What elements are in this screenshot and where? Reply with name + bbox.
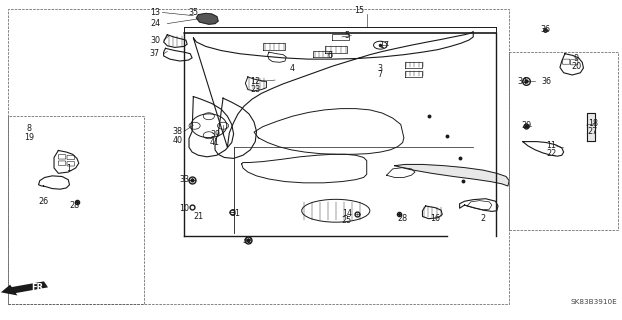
Text: 4: 4 xyxy=(290,63,295,73)
Text: 36: 36 xyxy=(541,77,551,86)
Text: 21: 21 xyxy=(193,212,203,221)
Text: 38: 38 xyxy=(173,127,183,136)
Text: 32: 32 xyxy=(243,236,253,245)
Text: 12: 12 xyxy=(250,77,261,86)
Text: 34: 34 xyxy=(518,77,528,86)
Text: 16: 16 xyxy=(430,214,440,223)
Text: 39: 39 xyxy=(210,130,220,139)
Text: 2: 2 xyxy=(481,214,486,223)
Text: 25: 25 xyxy=(342,216,352,225)
Text: 20: 20 xyxy=(571,62,581,71)
Text: 30: 30 xyxy=(150,36,160,44)
Text: 28: 28 xyxy=(397,214,407,223)
Text: 37: 37 xyxy=(150,49,160,58)
Text: 15: 15 xyxy=(355,6,364,15)
Text: 31: 31 xyxy=(231,209,241,219)
Text: 40: 40 xyxy=(173,135,183,145)
Text: 7: 7 xyxy=(378,70,383,79)
Text: 28: 28 xyxy=(70,201,80,210)
Text: 17: 17 xyxy=(379,41,389,50)
Text: 1: 1 xyxy=(66,164,71,173)
Polygon shape xyxy=(394,164,509,186)
Polygon shape xyxy=(197,13,218,24)
Text: 19: 19 xyxy=(24,133,34,142)
Text: 26: 26 xyxy=(39,197,49,206)
Text: 41: 41 xyxy=(210,138,220,147)
Text: 9: 9 xyxy=(573,54,578,63)
Text: 8: 8 xyxy=(27,124,32,133)
Text: 6: 6 xyxy=(327,51,332,60)
Text: 29: 29 xyxy=(521,121,532,130)
Text: 14: 14 xyxy=(342,209,352,218)
FancyArrow shape xyxy=(1,281,48,295)
Text: 35: 35 xyxy=(188,8,198,17)
Text: 23: 23 xyxy=(250,85,261,94)
Text: 33: 33 xyxy=(179,175,189,184)
Text: 10: 10 xyxy=(179,204,189,213)
Text: 24: 24 xyxy=(150,19,160,28)
Text: 5: 5 xyxy=(345,31,350,40)
Text: 13: 13 xyxy=(150,8,160,17)
Text: 36: 36 xyxy=(540,25,550,35)
Text: 3: 3 xyxy=(378,63,383,73)
Text: 18: 18 xyxy=(588,119,598,128)
Text: SK83B3910E: SK83B3910E xyxy=(571,299,618,305)
Text: 27: 27 xyxy=(588,127,598,136)
Text: 11: 11 xyxy=(546,141,556,150)
Text: FR.: FR. xyxy=(31,283,46,292)
Text: 22: 22 xyxy=(546,149,557,158)
